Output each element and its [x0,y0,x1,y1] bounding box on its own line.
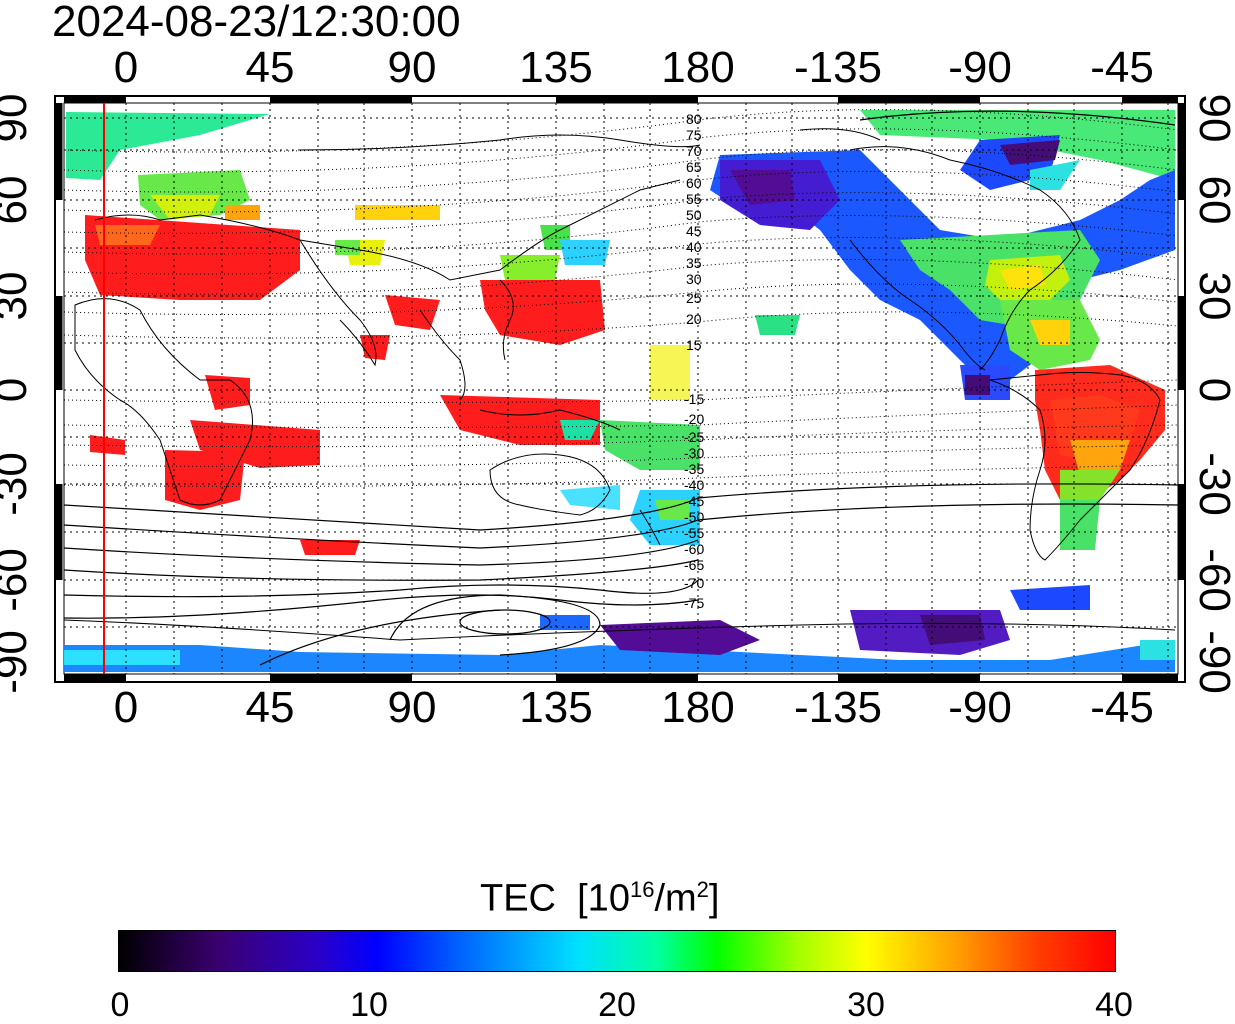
bottom-lon-tick: 0 [113,683,139,732]
colorbar-unit-mid: /m [654,877,697,920]
contour-label: -50 [684,509,704,525]
bottom-lon-tick: 180 [661,683,735,732]
contour-label: -30 [684,445,704,461]
bottom-lon-tick: 90 [387,683,437,732]
bottom-lon-tick: -45 [1090,683,1154,732]
contour-label: 45 [686,223,702,239]
colorbar-unit-suffix: ] [708,877,720,920]
colorbar-unit-exp2: 2 [696,877,709,902]
contour-label: -70 [684,575,704,591]
contour-label: -40 [684,477,704,493]
contour-labels-north: 80 75 70 65 60 55 50 45 40 35 30 25 20 1… [686,111,702,353]
contour-label: 55 [686,191,702,207]
top-lon-tick: 180 [661,43,735,92]
top-lon-tick: -135 [793,43,883,92]
top-lon-tick: -90 [948,43,1012,92]
contour-label: -25 [684,429,704,445]
map-timestamp: 2024-08-23/12:30:00 [52,0,461,46]
contour-label: -65 [684,557,704,573]
contour-label: 60 [686,175,702,191]
contour-label: 20 [686,311,702,327]
bottom-lon-tick: 135 [519,683,593,732]
contour-label: -35 [684,461,704,477]
contour-labels-south: -15 -20 -25 -30 -35 -40 -45 -50 -55 -60 … [684,391,704,611]
magnetic-contours-north [63,109,1179,339]
contour-label: 30 [686,271,702,287]
colorbar-tick-label: 10 [350,986,388,1024]
top-lon-tick: 135 [519,43,593,92]
bottom-lon-tick: 45 [245,683,295,732]
top-lon-tick: 45 [245,43,295,92]
colorbar-unit-exp: 16 [629,877,655,902]
contour-label: 35 [686,255,702,271]
contour-label: 15 [686,337,702,353]
colorbar-tick-label: 20 [598,986,636,1024]
colorbar-title: TEC [1016/m2] [480,868,719,921]
contour-label: 65 [686,159,702,175]
coastlines [63,128,1176,641]
frame-bar-sides [55,103,1185,580]
colorbar-title-name: TEC [480,877,556,920]
contour-label: 25 [686,290,702,306]
colorbar-tick-label: 30 [847,986,885,1024]
bottom-lon-tick: -90 [948,683,1012,732]
colorbar-unit-prefix: [10 [577,877,630,920]
contour-label: 70 [686,143,702,159]
magnetic-contours-solid [63,110,1179,666]
contour-label: -45 [684,493,704,509]
contour-label: -20 [684,411,704,427]
top-lon-tick: 90 [387,43,437,92]
top-lon-tick: -45 [1090,43,1154,92]
contour-label: -60 [684,541,704,557]
tec-data-layer [64,110,1175,672]
bottom-lon-tick: -135 [793,683,883,732]
contour-label: 75 [686,127,702,143]
contour-label: -55 [684,525,704,541]
colorbar-tick-label: 0 [110,986,130,1024]
contour-label: 50 [686,207,702,223]
contour-label: -75 [684,595,704,611]
top-lon-tick: 0 [113,43,139,92]
contour-label: 40 [686,239,702,255]
contour-label: -15 [684,391,704,407]
contour-label: 80 [686,111,702,127]
tec-colorbar [118,930,1116,972]
colorbar-tick-label: 40 [1095,986,1133,1024]
